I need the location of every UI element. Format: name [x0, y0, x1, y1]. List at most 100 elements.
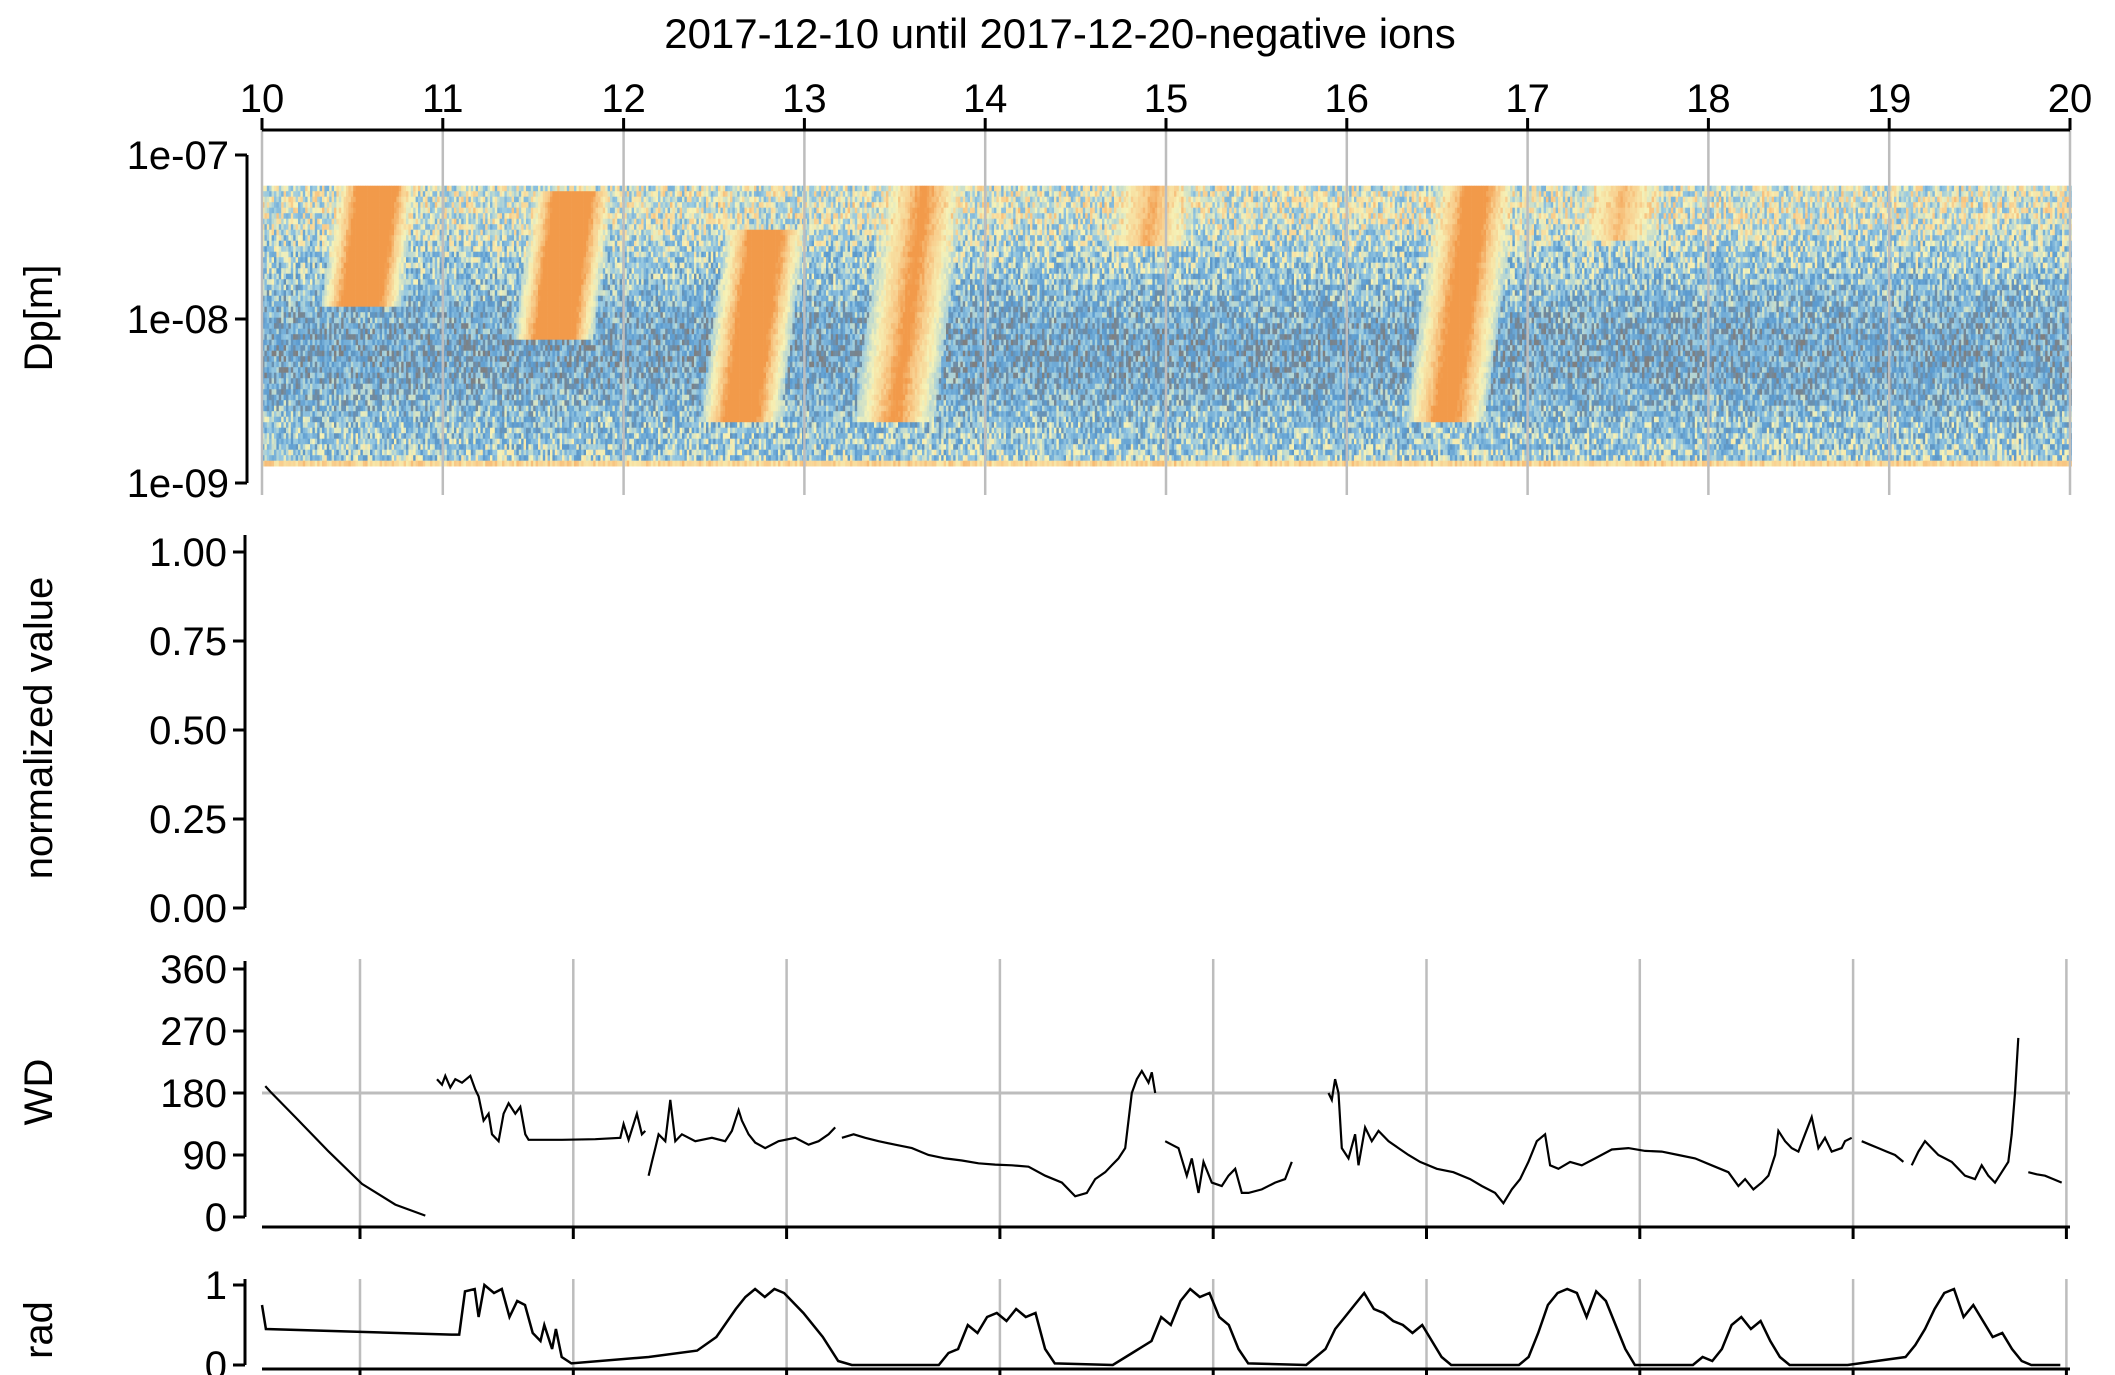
heatmap-cell: [272, 268, 275, 274]
heatmap-cell: [276, 323, 279, 329]
heatmap-cell: [425, 246, 428, 252]
heatmap-cell: [399, 395, 402, 401]
heatmap-cell: [274, 422, 277, 428]
heatmap-cell: [401, 274, 404, 280]
heatmap-cell: [449, 252, 452, 258]
heatmap-cell: [411, 246, 414, 252]
heatmap-cell: [392, 197, 395, 203]
heatmap-cell: [332, 252, 335, 258]
heatmap-cell: [375, 384, 378, 390]
heatmap-cell: [392, 356, 395, 362]
heatmap-cell: [298, 219, 301, 225]
heatmap-cell: [399, 411, 402, 417]
heatmap-cell: [435, 340, 438, 346]
heatmap-cell: [339, 461, 342, 467]
heatmap-cell: [406, 345, 409, 351]
heatmap-cell: [317, 263, 320, 269]
heatmap-cell: [416, 285, 419, 291]
heatmap-cell: [372, 285, 375, 291]
heatmap-cell: [281, 461, 284, 467]
heatmap-cell: [281, 208, 284, 214]
heatmap-cell: [312, 340, 315, 346]
heatmap-cell: [449, 230, 452, 236]
heatmap-cell: [334, 252, 337, 258]
heatmap-cell: [416, 257, 419, 263]
heatmap-cell: [399, 312, 402, 318]
heatmap-cell: [317, 230, 320, 236]
heatmap-cell: [308, 208, 311, 214]
heatmap-cell: [358, 422, 361, 428]
heatmap-cell: [324, 230, 327, 236]
heatmap-cell: [365, 439, 368, 445]
heatmap-cell: [432, 213, 435, 219]
heatmap-cell: [413, 219, 416, 225]
heatmap-cell: [408, 340, 411, 346]
heatmap-cell: [416, 362, 419, 368]
heatmap-cell: [420, 312, 423, 318]
heatmap-cell: [413, 285, 416, 291]
heatmap-cell: [296, 400, 299, 406]
heatmap-cell: [413, 202, 416, 208]
heatmap-cell: [387, 307, 390, 313]
heatmap-cell: [394, 241, 397, 247]
heatmap-cell: [310, 389, 313, 395]
heatmap-cell: [329, 318, 332, 324]
heatmap-cell: [286, 312, 289, 318]
heatmap-cell: [408, 450, 411, 456]
heatmap-cell: [322, 186, 325, 192]
heatmap-cell: [288, 268, 291, 274]
heatmap-cell: [324, 301, 327, 307]
heatmap-cell: [276, 384, 279, 390]
heatmap-cell: [281, 246, 284, 252]
heatmap-cell: [435, 422, 438, 428]
heatmap-cell: [382, 439, 385, 445]
heatmap-cell: [406, 461, 409, 467]
heatmap-cell: [401, 428, 404, 434]
heatmap-cell: [396, 367, 399, 373]
heatmap-cell: [423, 230, 426, 236]
heatmap-cell: [372, 433, 375, 439]
heatmap-cell: [348, 202, 351, 208]
heatmap-cell: [308, 186, 311, 192]
heatmap-cell: [336, 246, 339, 252]
heatmap-cell: [288, 356, 291, 362]
heatmap-cell: [413, 406, 416, 412]
heatmap-cell: [332, 235, 335, 241]
heatmap-cell: [368, 378, 371, 384]
heatmap-cell: [267, 345, 270, 351]
heatmap-cell: [416, 450, 419, 456]
heatmap-cell: [380, 461, 383, 467]
heatmap-cell: [408, 422, 411, 428]
heatmap-cell: [358, 235, 361, 241]
heatmap-cell: [399, 307, 402, 313]
heatmap-cell: [332, 351, 335, 357]
heatmap-cell: [308, 395, 311, 401]
heatmap-cell: [329, 378, 332, 384]
heatmap-cell: [399, 208, 402, 214]
heatmap-cell: [425, 224, 428, 230]
heatmap-cell: [298, 417, 301, 423]
heatmap-cell: [279, 417, 282, 423]
heatmap-cell: [348, 246, 351, 252]
heatmap-cell: [399, 384, 402, 390]
heatmap-cell: [296, 340, 299, 346]
heatmap-cell: [384, 411, 387, 417]
heatmap-cell: [423, 367, 426, 373]
heatmap-cell: [416, 252, 419, 258]
heatmap-cell: [334, 433, 337, 439]
heatmap-cell: [348, 439, 351, 445]
heatmap-cell: [341, 340, 344, 346]
heatmap-cell: [341, 307, 344, 313]
heatmap-cell: [375, 224, 378, 230]
heatmap-cell: [293, 345, 296, 351]
heatmap-cell: [416, 461, 419, 467]
heatmap-cell: [284, 279, 287, 285]
heatmap-cell: [396, 351, 399, 357]
heatmap-cell: [430, 197, 433, 203]
heatmap-cell: [437, 186, 440, 192]
heatmap-cell: [411, 428, 414, 434]
heatmap-cell: [449, 186, 452, 192]
heatmap-cell: [372, 318, 375, 324]
heatmap-cell: [392, 384, 395, 390]
heatmap-cell: [360, 307, 363, 313]
